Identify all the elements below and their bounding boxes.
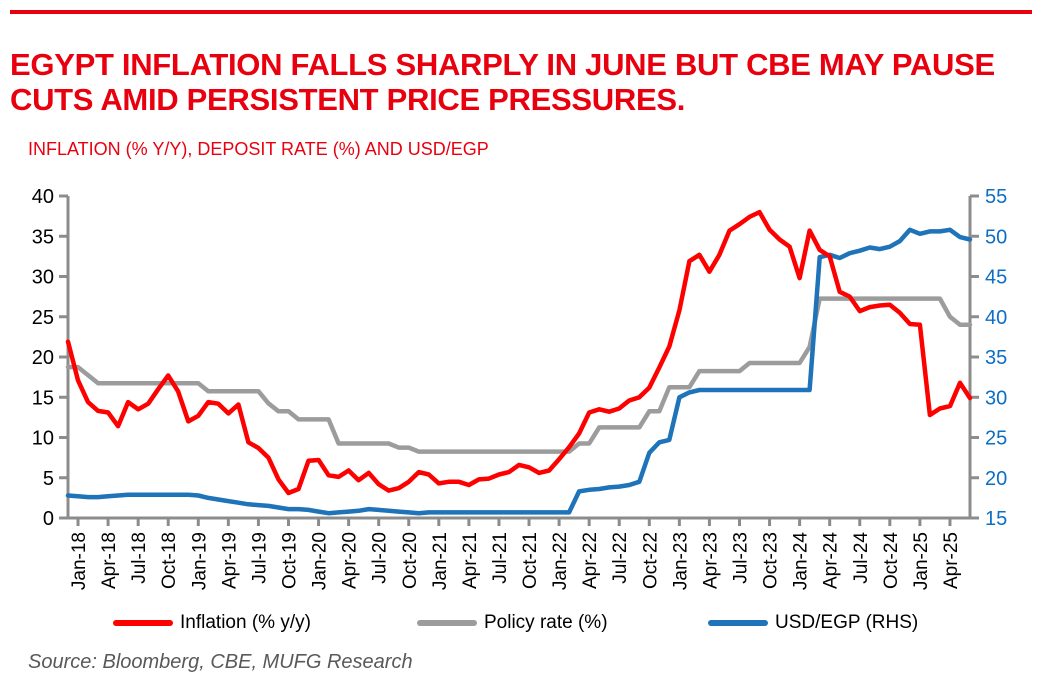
x-axis-label: Apr-18 [99, 532, 120, 589]
y-axis-left-label: 10 [32, 428, 54, 450]
source-text: Source: Bloomberg, CBE, MUFG Research [28, 651, 413, 673]
y-axis-left-label: 25 [32, 307, 54, 329]
x-axis-label: Apr-23 [700, 532, 721, 589]
legend-item-inflation: Inflation (% y/y) [113, 609, 311, 637]
x-axis-label: Apr-25 [941, 532, 962, 589]
x-axis-label: Apr-24 [821, 532, 842, 589]
x-axis-label: Jul-22 [610, 532, 631, 584]
page-title-line2: CUTS AMID PERSISTENT PRICE PRESSURES. [10, 82, 686, 117]
legend-label-inflation: Inflation (% y/y) [180, 612, 311, 633]
y-axis-left-label: 30 [32, 267, 54, 289]
x-axis-label: Apr-22 [580, 532, 601, 589]
x-axis-label: Jan-25 [911, 532, 932, 590]
x-axis-label: Oct-20 [400, 532, 421, 589]
y-axis-right-label: 40 [985, 307, 1007, 329]
x-axis-label: Jul-18 [129, 532, 150, 584]
x-axis-label: Oct-18 [159, 532, 180, 589]
y-axis-right-label: 35 [985, 347, 1007, 369]
x-axis-label: Jan-18 [69, 532, 90, 590]
y-axis-right-label: 45 [985, 267, 1007, 289]
y-axis-right-label: 15 [985, 508, 1007, 530]
y-axis-right-label: 50 [985, 226, 1007, 248]
x-axis-label: Oct-19 [279, 532, 300, 589]
inflation-line [65, 209, 973, 496]
x-axis-label: Jul-23 [730, 532, 751, 584]
x-axis-label: Jan-24 [791, 532, 812, 591]
x-axis-label: Oct-22 [640, 532, 661, 589]
legend-label-policy-rate: Policy rate (%) [484, 612, 608, 633]
y-axis-right-label: 20 [985, 468, 1007, 490]
y-axis-left-label: 20 [32, 347, 54, 369]
y-axis-right-label: 25 [985, 428, 1007, 450]
x-axis-label: Jan-23 [670, 532, 691, 590]
x-axis-label: Jan-22 [550, 532, 571, 590]
legend-swatch-policy-rate [417, 620, 477, 626]
chart-subtitle: INFLATION (% Y/Y), DEPOSIT RATE (%) AND … [28, 139, 489, 159]
x-axis-label: Jul-19 [249, 532, 270, 584]
y-axis-left-label: 40 [32, 186, 54, 208]
x-axis-label: Apr-21 [460, 532, 481, 589]
chart-legend: Inflation (% y/y) Policy rate (%) USD/EGP … [0, 609, 1042, 637]
y-axis-left-label: 15 [32, 387, 54, 409]
x-axis-label: Oct-24 [881, 532, 902, 589]
legend-item-usd-egp: USD/EGP (RHS) [708, 609, 918, 637]
x-axis-label: Jul-20 [370, 532, 391, 584]
page-title-line1: EGYPT INFLATION FALLS SHARPLY IN JUNE BU… [10, 47, 995, 82]
x-axis-label: Jan-20 [310, 532, 331, 590]
x-axis-label: Oct-21 [520, 532, 541, 589]
x-axis-label: Jan-19 [189, 532, 210, 590]
usd-egp-line [65, 227, 973, 516]
x-axis-label: Apr-19 [219, 532, 240, 589]
legend-swatch-usd-egp [708, 620, 768, 626]
y-axis-left-label: 5 [43, 468, 54, 490]
x-axis-label: Jan-21 [430, 532, 451, 590]
y-axis-right-label: 55 [985, 186, 1007, 208]
y-axis-right-label: 30 [985, 387, 1007, 409]
page-title: EGYPT INFLATION FALLS SHARPLY IN JUNE BU… [10, 47, 995, 117]
x-axis-label: Oct-23 [761, 532, 782, 589]
legend-label-usd-egp: USD/EGP (RHS) [775, 612, 919, 633]
legend-swatch-inflation [113, 620, 173, 626]
x-axis-label: Jul-24 [851, 532, 872, 584]
x-axis-label: Apr-20 [340, 532, 361, 589]
policy-rate-line [65, 296, 973, 454]
y-axis-left-label: 0 [43, 508, 54, 530]
x-axis-label: Jul-21 [490, 532, 511, 584]
top-rule-divider [10, 10, 1032, 14]
legend-item-policy-rate: Policy rate (%) [417, 609, 608, 637]
y-axis-left-label: 35 [32, 226, 54, 248]
